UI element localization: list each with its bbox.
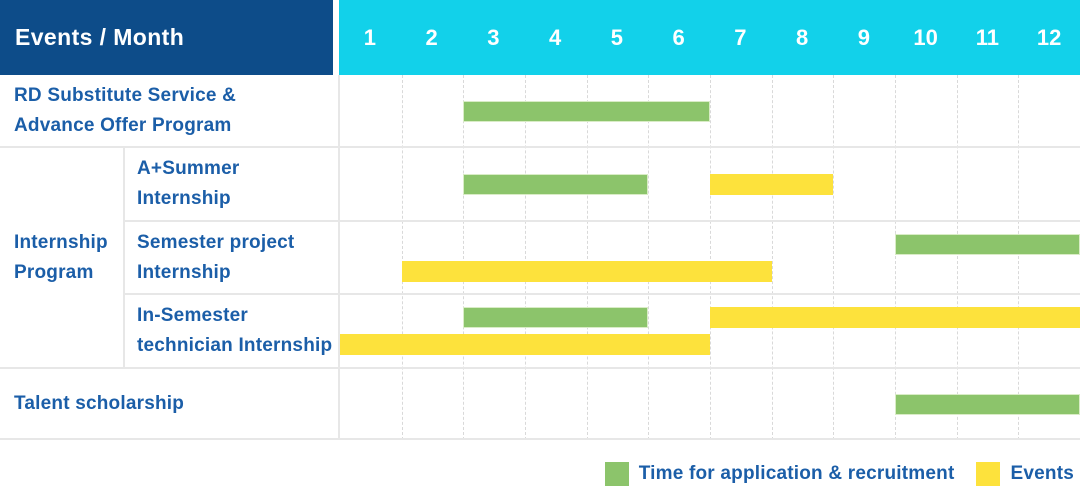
month-gridline: [525, 75, 526, 440]
month-label: 5: [610, 24, 623, 50]
row-divider: [0, 146, 1080, 148]
gantt-bar-application: [895, 393, 1080, 415]
month-gridline: [895, 75, 896, 440]
month-gridline: [586, 75, 588, 440]
row-label-in-semester: In-Semester technician Internship: [137, 305, 333, 356]
row-label-talent-scholarship: Talent scholarship: [14, 393, 185, 414]
row-divider: [124, 220, 1080, 222]
month-gridline: [956, 75, 958, 440]
month-gridline: [1018, 75, 1020, 440]
row-label-a-plus-summer: A+Summer Internship: [137, 158, 240, 209]
gantt-bar-event: [710, 173, 834, 195]
row-divider: [124, 293, 1080, 295]
month-label: 7: [734, 24, 747, 50]
month-label: 2: [425, 24, 438, 50]
application-legend-label: Time for application & recruitment: [638, 463, 955, 484]
row-label-semester-project: Semester project Internship: [137, 231, 295, 283]
month-label: 10: [913, 24, 938, 50]
gantt-bar-application: [463, 307, 649, 328]
month-gridline: [648, 75, 650, 440]
events-month-header: Events / Month: [0, 0, 333, 75]
events-month-header-label: Events / Month: [15, 24, 185, 50]
row-label-internship-program: Internship Program: [14, 231, 108, 283]
month-gridline: [463, 75, 465, 440]
events-legend-swatch: [976, 462, 1001, 486]
column-divider: [338, 75, 340, 440]
month-gridline: [710, 75, 711, 440]
month-label: 12: [1036, 24, 1062, 50]
gantt-bar-application: [895, 234, 1080, 255]
months-header: 1 2 3 4 5 6 7 8 9 10 11 12: [339, 0, 1080, 75]
month-label: 4: [549, 24, 562, 50]
month-label: 6: [672, 24, 685, 50]
table-bottom-border: [0, 438, 1080, 440]
gantt-bar-application: [463, 173, 649, 195]
column-divider: [123, 147, 125, 368]
gantt-bar-event: [710, 307, 1080, 328]
month-label: 3: [487, 24, 500, 50]
month-gridline: [833, 75, 835, 440]
events-legend-label: Events: [1010, 463, 1074, 484]
gantt-bar-event: [340, 334, 710, 355]
application-legend-swatch: [604, 462, 629, 486]
row-divider: [0, 367, 1080, 369]
month-label: 9: [857, 24, 870, 50]
legend: Time for application & recruitment Event…: [604, 456, 1074, 492]
month-gridline: [771, 75, 773, 440]
month-gridline: [401, 75, 403, 440]
month-label: 1: [363, 24, 376, 50]
gantt-bar-application: [463, 100, 710, 122]
month-label: 8: [796, 24, 809, 50]
chart-grid: [340, 75, 1080, 440]
month-label: 11: [975, 24, 999, 50]
row-label-rd-substitute: RD Substitute Service & Advance Offer Pr…: [14, 85, 237, 136]
gantt-bar-event: [401, 261, 772, 282]
